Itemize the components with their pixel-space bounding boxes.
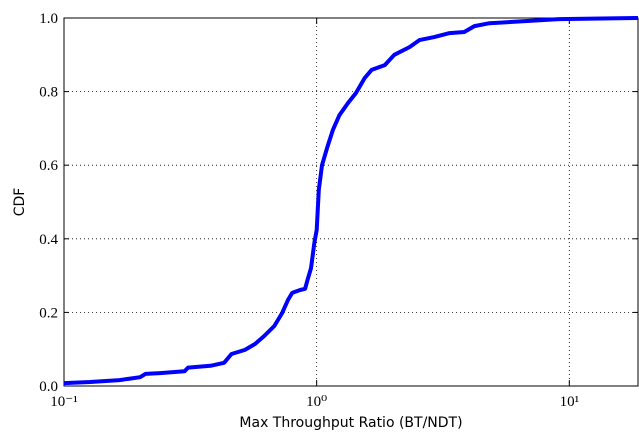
- y-axis-label: CDF: [12, 188, 28, 217]
- y-tick-label: 1.0: [39, 11, 58, 27]
- y-tick-label: 0.4: [39, 232, 58, 248]
- y-tick-label: 0.6: [39, 158, 58, 174]
- x-tick-label: 10⁻¹: [50, 394, 77, 410]
- y-tick-label: 0.2: [39, 305, 58, 321]
- cdf-line: [63, 16, 639, 386]
- x-tick-label: 10⁰: [306, 394, 327, 410]
- y-tick-label: 0.0: [39, 379, 58, 395]
- x-axis-label: Max Throughput Ratio (BT/NDT): [239, 415, 462, 431]
- x-tick-label: 10¹: [560, 394, 580, 410]
- y-tick-label: 0.8: [39, 85, 58, 101]
- plot-frame: [63, 17, 639, 387]
